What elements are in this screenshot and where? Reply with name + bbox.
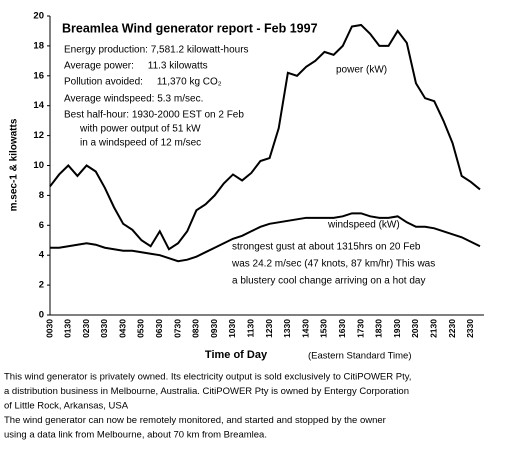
series-label: power (kW) bbox=[336, 65, 387, 76]
x-tick-label: 0830 bbox=[191, 319, 201, 338]
x-tick-label: 1230 bbox=[264, 319, 274, 338]
x-tick-label: 1730 bbox=[355, 319, 365, 338]
x-tick-label: 0430 bbox=[117, 319, 127, 338]
x-tick-label: 0030 bbox=[44, 319, 54, 338]
y-tick-label: 10 bbox=[33, 160, 44, 171]
info-line: Average power: 11.3 kilowatts bbox=[64, 61, 208, 72]
x-tick-label: 0330 bbox=[99, 319, 109, 338]
x-tick-label: 2130 bbox=[429, 319, 439, 338]
y-tick-label: 2 bbox=[39, 280, 44, 291]
x-tick-label: 2230 bbox=[447, 319, 457, 338]
y-tick-label: 4 bbox=[39, 250, 45, 261]
x-tick-label: 0130 bbox=[63, 319, 73, 338]
x-tick-label: 0530 bbox=[136, 319, 146, 338]
footer-line: of Little Rock, Arkansas, USA bbox=[4, 401, 129, 412]
series-label: windspeed (kW) bbox=[327, 220, 400, 231]
x-tick-label: 1430 bbox=[300, 319, 310, 338]
info-line: in a windspeed of 12 m/sec bbox=[80, 138, 201, 149]
footer-line: a distribution business in Melbourne, Au… bbox=[4, 386, 409, 397]
y-tick-label: 18 bbox=[33, 40, 44, 51]
annotation: was 24.2 m/sec (47 knots, 87 km/hr) This… bbox=[231, 259, 435, 270]
x-tick-label: 1530 bbox=[319, 319, 329, 338]
x-tick-label: 0730 bbox=[172, 319, 182, 338]
x-tick-label: 0230 bbox=[81, 319, 91, 338]
y-tick-label: 12 bbox=[33, 130, 44, 141]
y-tick-label: 14 bbox=[33, 100, 44, 111]
chart-title: Breamlea Wind generator report - Feb 199… bbox=[62, 21, 318, 35]
x-tick-label: 1030 bbox=[227, 319, 237, 338]
y-tick-label: 8 bbox=[39, 190, 44, 201]
y-tick-label: 20 bbox=[33, 11, 44, 22]
info-line: Energy production: 7,581.2 kilowatt-hour… bbox=[64, 45, 249, 56]
annotation: a blustery cool change arriving on a hot… bbox=[232, 276, 425, 287]
x-tick-label: 1930 bbox=[392, 319, 402, 338]
x-axis-sublabel: (Eastern Standard Time) bbox=[308, 351, 412, 362]
x-tick-label: 1630 bbox=[337, 319, 347, 338]
x-tick-label: 2330 bbox=[465, 319, 475, 338]
x-tick-label: 1130 bbox=[246, 319, 256, 338]
y-tick-label: 6 bbox=[39, 220, 44, 231]
y-tick-label: 0 bbox=[39, 310, 44, 321]
series-line bbox=[50, 212, 481, 263]
info-line: with power output of 51 kW bbox=[79, 124, 201, 135]
footer-line: This wind generator is privately owned. … bbox=[4, 372, 411, 383]
x-tick-label: 2030 bbox=[410, 319, 420, 338]
x-tick-label: 0930 bbox=[209, 319, 219, 338]
footer-line: The wind generator can now be remotely m… bbox=[4, 415, 386, 426]
y-axis-label: m.sec-1 & kilowatts bbox=[9, 118, 20, 211]
x-axis-label: Time of Day bbox=[205, 349, 268, 361]
series-line bbox=[49, 23, 481, 251]
annotation: strongest gust at about 1315hrs on 20 Fe… bbox=[232, 242, 421, 253]
info-line: Average windspeed: 5.3 m/sec. bbox=[64, 94, 203, 105]
x-tick-label: 1330 bbox=[282, 319, 292, 338]
x-tick-label: 0630 bbox=[154, 319, 164, 338]
info-line: Best half-hour: 1930-2000 EST on 2 Feb bbox=[64, 110, 244, 121]
y-tick-label: 16 bbox=[33, 70, 44, 81]
x-tick-label: 1830 bbox=[374, 319, 384, 338]
footer-line: using a data link from Melbourne, about … bbox=[4, 430, 267, 441]
info-line: Pollution avoided: 11,370 kg CO₂ bbox=[64, 77, 222, 88]
